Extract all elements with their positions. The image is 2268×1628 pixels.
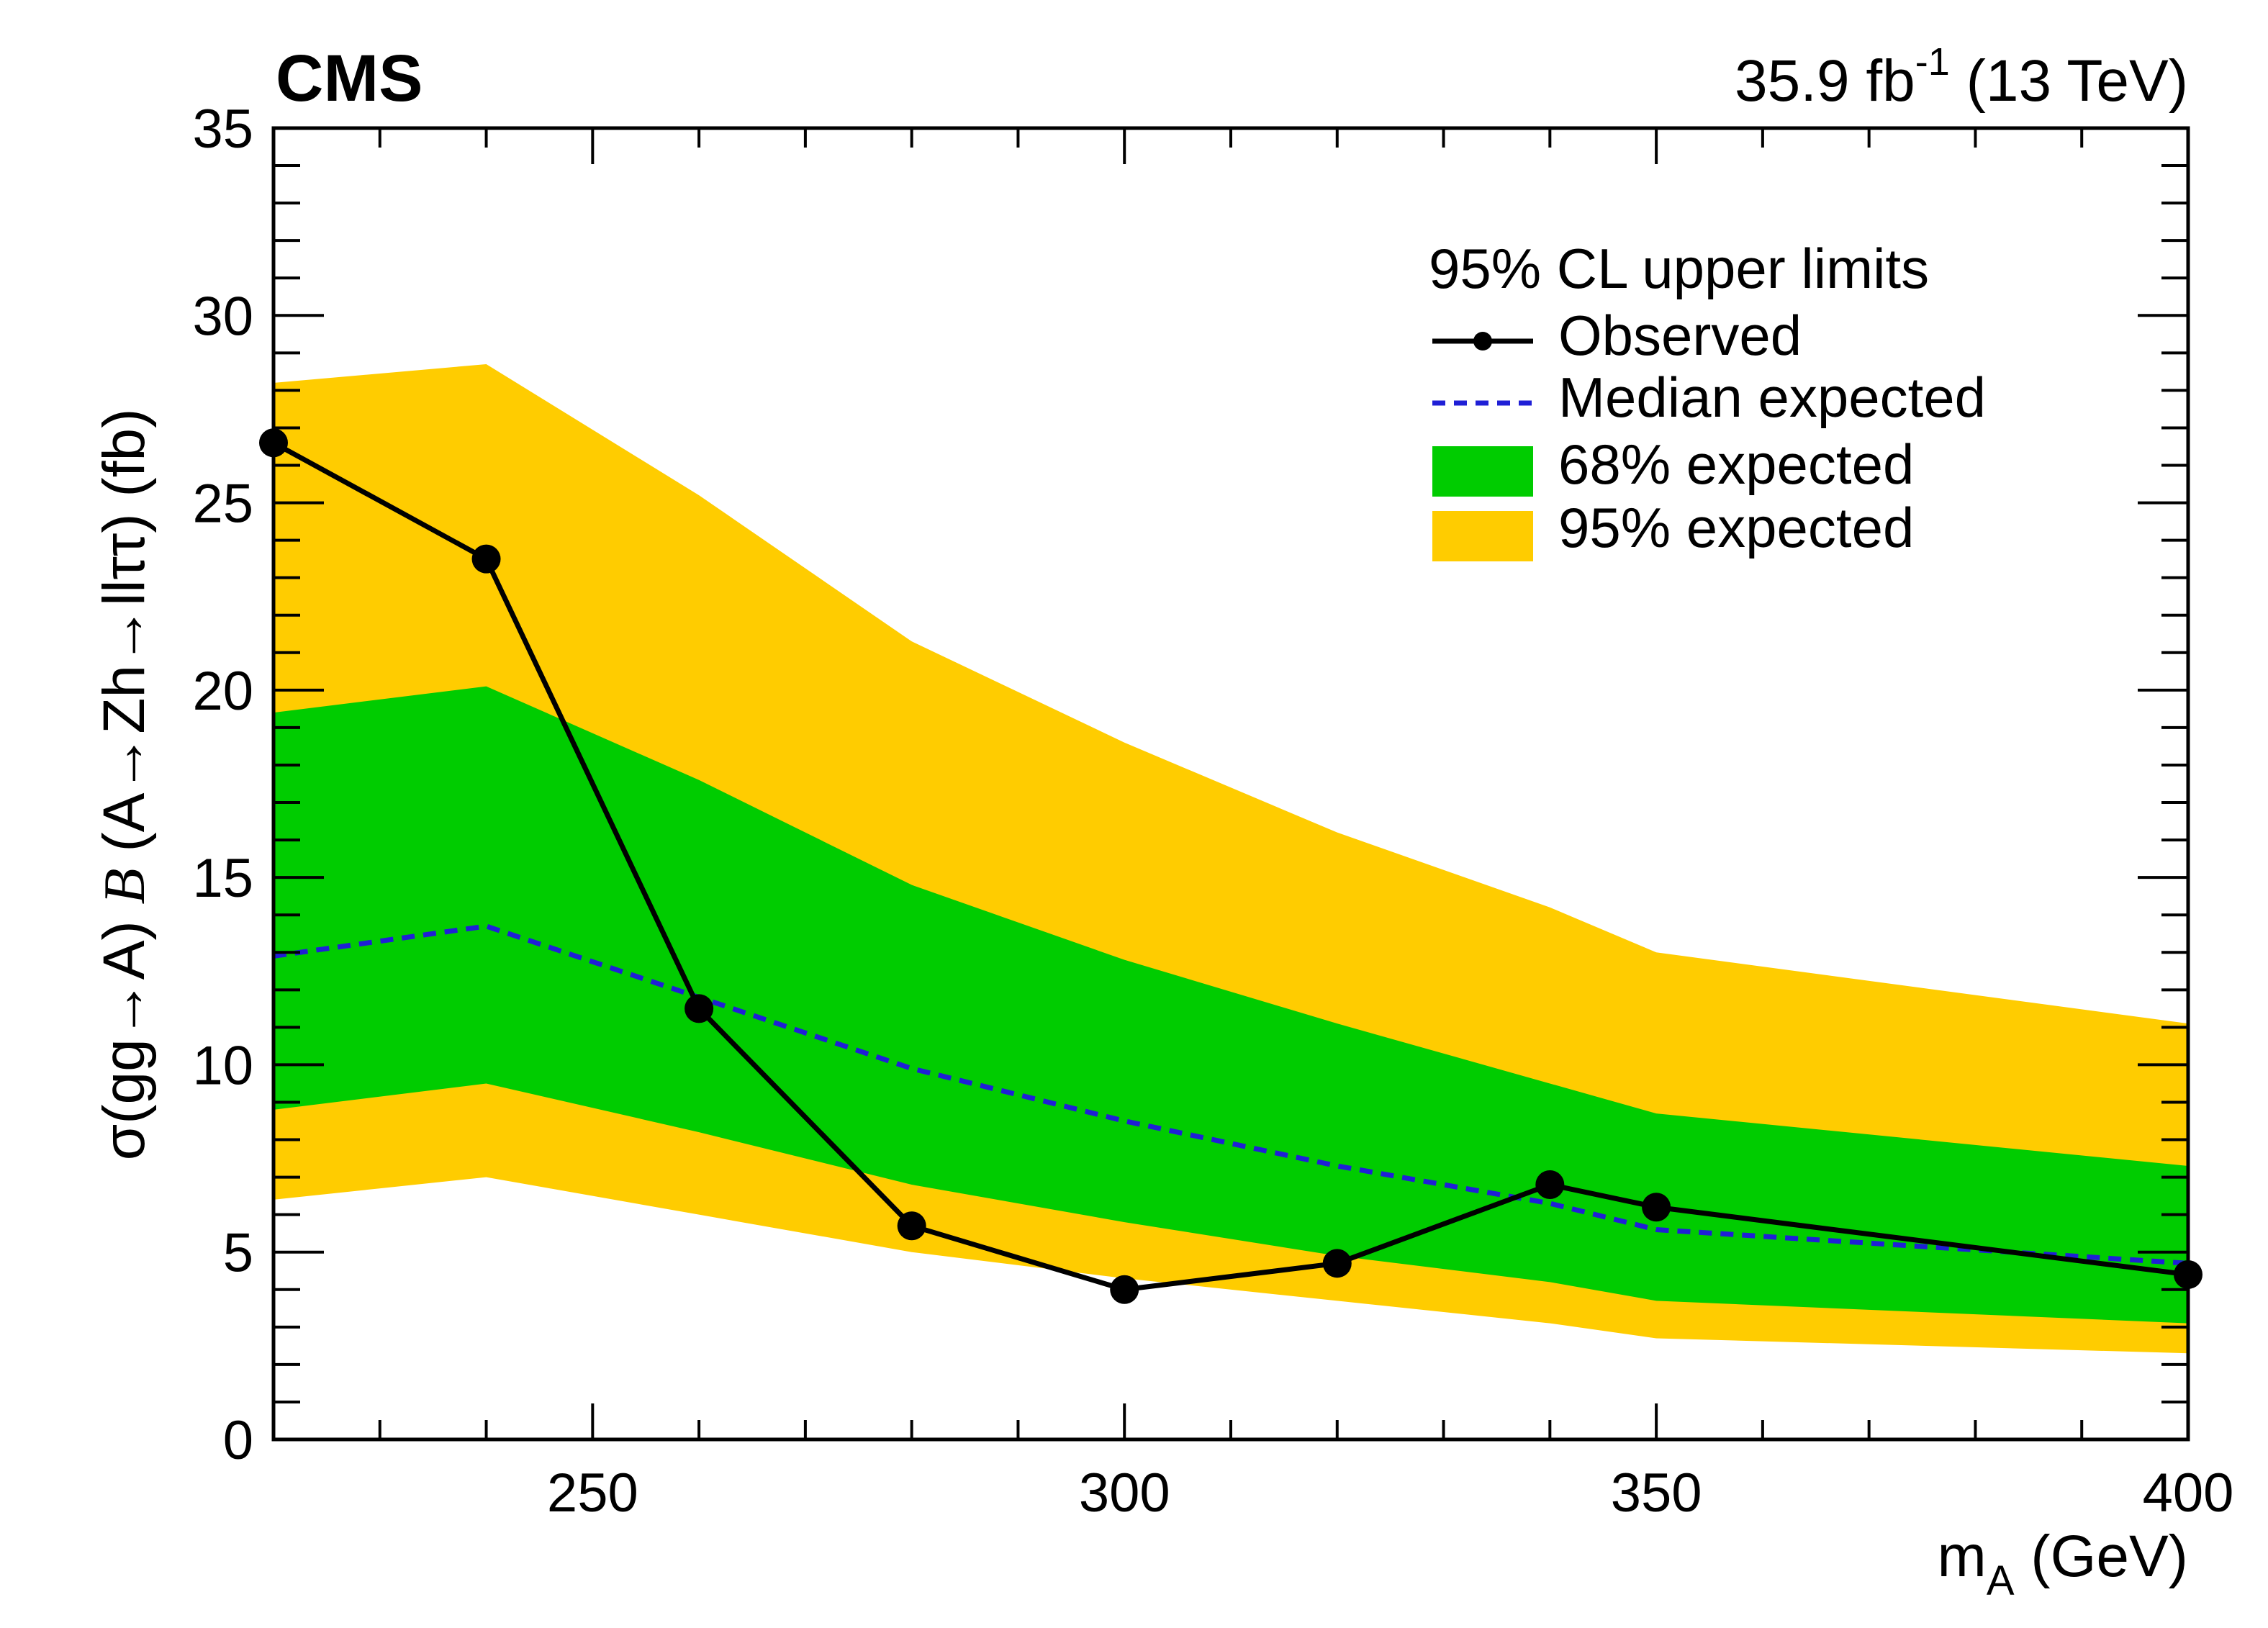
y-tick-label: 20: [192, 661, 253, 722]
y-title-b: B: [91, 868, 157, 904]
y-tick-label: 30: [192, 286, 253, 347]
legend: 95% CL upper limits Observed Median expe…: [1429, 237, 1986, 561]
lumi-exponent: -1: [1915, 40, 1950, 83]
x-tick-label: 400: [2143, 1462, 2234, 1524]
median-expected-line: [273, 923, 2189, 1266]
x-title-main: m: [1938, 1524, 1987, 1589]
y-title-post: (A→Zh→llττ) (fb): [91, 409, 157, 869]
observed-point: [897, 1211, 926, 1241]
plot-area: [259, 363, 2203, 1354]
x-tick-label: 250: [547, 1462, 638, 1524]
axis-ticks: 250 300 350 400 0 5 10 15 20 25 30 35: [192, 99, 2233, 1524]
legend-95-swatch: [1432, 511, 1533, 561]
y-title-pre: σ(gg→A): [91, 904, 157, 1160]
observed-point: [1110, 1275, 1139, 1304]
observed-point: [1642, 1193, 1671, 1222]
legend-68-label: 68% expected: [1558, 433, 1914, 496]
legend-header: 95% CL upper limits: [1429, 237, 1929, 300]
observed-point: [1535, 1170, 1565, 1200]
observed-point: [471, 544, 501, 574]
y-tick-label: 5: [223, 1223, 253, 1284]
y-tick-label: 15: [192, 848, 253, 909]
band-68-expected: [274, 686, 2188, 1324]
lumi-value: 35.9 fb: [1735, 48, 1915, 114]
x-title-sub: A: [1987, 1557, 2015, 1604]
lumi-energy: (13 TeV): [1950, 48, 2188, 114]
experiment-label: CMS: [276, 42, 423, 115]
luminosity-label: 35.9 fb-1 (13 TeV): [1735, 40, 2188, 114]
y-axis-title: σ(gg→A) B (A→Zh→llττ) (fb): [91, 409, 157, 1161]
x-axis-title: mA (GeV): [1938, 1524, 2188, 1604]
y-tick-label: 10: [192, 1035, 253, 1096]
x-title-unit: (GeV): [2015, 1524, 2188, 1589]
y-tick-label: 35: [192, 99, 253, 160]
observed-point: [1322, 1249, 1352, 1278]
y-tick-label: 0: [223, 1410, 253, 1471]
legend-95-label: 95% expected: [1558, 496, 1914, 559]
legend-median-label: Median expected: [1558, 366, 1986, 429]
legend-observed-label: Observed: [1558, 304, 1802, 367]
y-tick-label: 25: [192, 474, 253, 535]
legend-observed-marker: [1473, 332, 1492, 351]
legend-68-swatch: [1432, 446, 1533, 497]
observed-point: [685, 994, 714, 1023]
x-tick-label: 300: [1079, 1462, 1170, 1524]
x-tick-label: 350: [1611, 1462, 1702, 1524]
